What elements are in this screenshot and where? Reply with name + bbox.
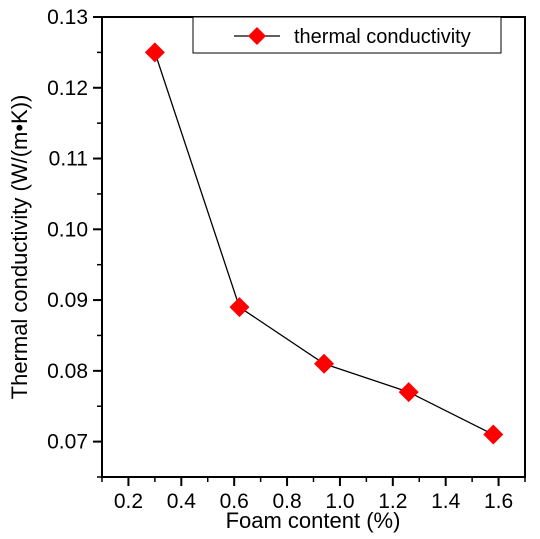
x-tick-label: 0.4 xyxy=(167,490,197,513)
data-point xyxy=(483,424,504,445)
x-tick-label: 1.4 xyxy=(431,490,461,513)
x-tick-label: 0.6 xyxy=(220,490,249,513)
x-tick-label: 1.6 xyxy=(484,490,513,513)
y-tick-label: 0.13 xyxy=(47,6,88,29)
y-tick-label: 0.07 xyxy=(47,431,88,454)
series-layer xyxy=(144,42,504,445)
x-tick-label: 0.2 xyxy=(114,490,143,513)
y-tick-label: 0.11 xyxy=(49,148,88,171)
data-point xyxy=(314,353,335,374)
legend-label: thermal conductivity xyxy=(294,26,471,48)
legend: thermal conductivity xyxy=(192,16,502,54)
y-tick-label: 0.10 xyxy=(47,218,88,241)
legend-box xyxy=(192,16,502,54)
x-tick-label: 1.0 xyxy=(325,490,354,513)
y-axis-title: Thermal conductivity (W/(m•K)) xyxy=(7,95,32,400)
y-tick-label: 0.09 xyxy=(47,289,88,312)
x-tick-label: 1.2 xyxy=(378,490,407,513)
data-point xyxy=(398,382,419,403)
data-point xyxy=(229,297,250,318)
y-tick-label: 0.12 xyxy=(47,77,88,100)
data-point xyxy=(144,42,165,63)
x-tick-label: 0.8 xyxy=(272,490,301,513)
y-tick-label: 0.08 xyxy=(47,360,88,383)
legend-marker xyxy=(248,27,266,45)
x-axis-title: Foam content (%) xyxy=(226,508,401,533)
ticks-layer: 0.2 0.4 0.6 0.8 1.0 1.2 1.4 1.6 0.07 0.08 0.09 0.10… xyxy=(47,6,526,513)
series-line xyxy=(154,52,494,436)
